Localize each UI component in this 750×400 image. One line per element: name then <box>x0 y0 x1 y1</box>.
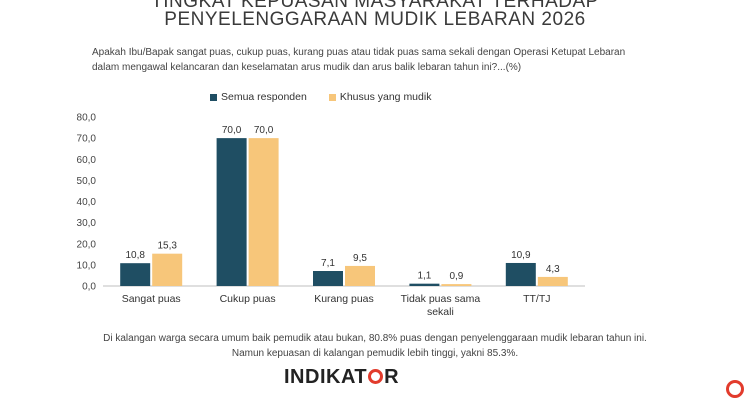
legend-label-series-2: Khusus yang mudik <box>339 91 432 103</box>
bar-chart: 0,0 10,0 20,0 30,0 40,0 50,0 60,0 70,0 80,0 10,8 1… <box>77 113 585 318</box>
corner-logo-icon <box>726 380 744 398</box>
logo-text-left: INDIKAT <box>284 366 368 388</box>
data-label: 10,9 <box>511 250 531 261</box>
x-tick-label: Cukup puas <box>220 293 276 305</box>
bar-semua-responden <box>313 271 343 286</box>
chart-legend: Semua responden Khusus yang mudik <box>210 91 431 103</box>
bar-semua-responden <box>216 138 247 286</box>
legend-swatch-series-2 <box>328 93 336 101</box>
y-tick-label: 0,0 <box>82 282 96 293</box>
data-label: 9,5 <box>353 253 367 264</box>
bar-khusus-mudik <box>441 284 472 286</box>
data-label: 70,0 <box>254 125 274 136</box>
y-tick-label: 50,0 <box>77 176 97 187</box>
bar-khusus-mudik <box>345 265 375 286</box>
logo-text-right: R <box>384 366 400 388</box>
bar-semua-responden <box>505 262 536 286</box>
legend-item-series-1: Semua responden <box>210 91 307 103</box>
legend-swatch-series-1 <box>210 93 217 101</box>
x-tick-label: Tidak puas sama <box>401 293 481 305</box>
bar-khusus-mudik <box>248 138 279 286</box>
x-tick-label: Kurang puas <box>314 293 374 305</box>
data-label: 10,8 <box>125 250 145 261</box>
data-label: 4,3 <box>546 264 560 275</box>
survey-question: Apakah Ibu/Bapak sangat puas, cukup puas… <box>92 47 626 73</box>
footnote-line1: Di kalangan warga secara umum baik pemud… <box>103 333 647 344</box>
y-tick-label: 80,0 <box>77 113 97 124</box>
bar-semua-responden <box>409 283 440 286</box>
chart-title-line1: TINGKAT KEPUASAN MASYARAKAT TERHADAP <box>151 0 599 12</box>
y-tick-label: 10,0 <box>77 260 97 271</box>
y-tick-label: 30,0 <box>77 218 97 229</box>
data-label: 1,1 <box>417 271 431 282</box>
bar-khusus-mudik <box>537 276 568 286</box>
y-tick-label: 60,0 <box>77 155 97 166</box>
logo-o-ring-icon <box>368 369 384 384</box>
data-label: 15,3 <box>157 241 177 252</box>
footnote-line2: Namun kepuasan di kalangan pemudik lebih… <box>231 348 519 359</box>
y-tick-label: 40,0 <box>77 197 97 208</box>
y-tick-label: 70,0 <box>77 134 97 145</box>
y-tick-label: 20,0 <box>77 239 97 250</box>
x-tick-label: Sangat puas <box>122 293 181 305</box>
indikator-logo: INDIKAT R <box>284 366 399 389</box>
x-tick-label: TT/TJ <box>523 293 550 305</box>
data-label: 7,1 <box>321 258 335 269</box>
legend-item-series-2: Khusus yang mudik <box>328 91 432 103</box>
chart-title-line2: PENYELENGGARAAN MUDIK LEBARAN 2026 <box>164 9 586 30</box>
legend-label-series-1: Semua responden <box>221 91 307 103</box>
data-label: 0,9 <box>449 271 463 282</box>
data-label: 70,0 <box>222 125 242 136</box>
x-tick-label: sekali <box>427 306 454 318</box>
bar-semua-responden <box>120 263 151 286</box>
bar-khusus-mudik <box>152 253 183 286</box>
